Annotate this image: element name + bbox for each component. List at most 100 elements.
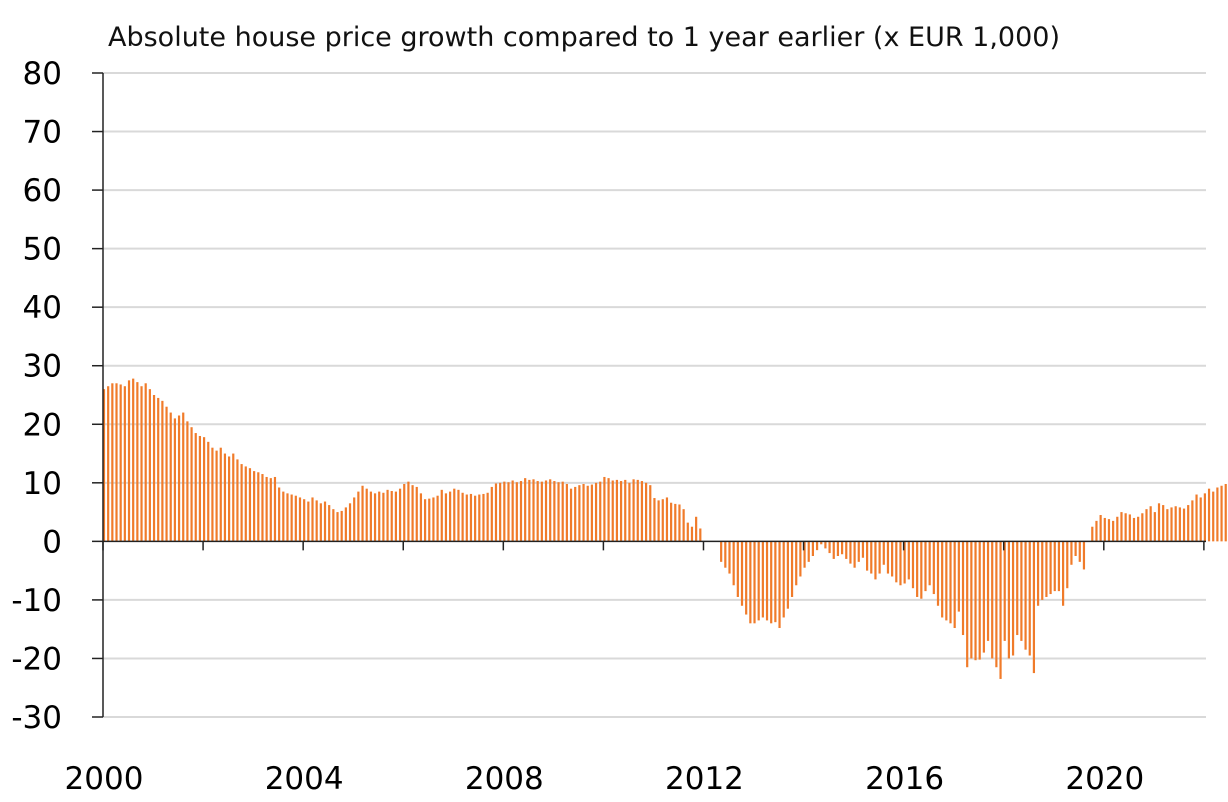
bar [908,541,910,579]
bar [620,481,622,541]
bar [232,454,234,542]
bar [370,492,372,542]
gridlines [103,73,1206,717]
bar [153,395,155,541]
bar [349,503,351,541]
bar [758,541,760,620]
bar [995,541,997,667]
bar [607,478,609,541]
bar [987,541,989,641]
bar [970,541,972,658]
bar [774,541,776,622]
bar [432,497,434,541]
bar [641,481,643,541]
bar [541,482,543,542]
bar [833,541,835,559]
bar [345,507,347,541]
bar [574,487,576,541]
bar [724,541,726,567]
bar [1108,519,1110,541]
bar [445,493,447,541]
bar [353,497,355,541]
axes [92,73,1206,717]
bar [399,489,401,542]
y-tick-label: 30 [23,349,62,385]
bar [1195,495,1197,542]
bar [582,484,584,541]
bar [778,541,780,628]
y-tick-label: 0 [42,524,62,560]
bar [132,379,134,542]
y-tick-labels: 80 70 60 50 40 30 20 10 0 -10 -20 -30 [11,56,62,736]
bar [1120,512,1122,541]
bar [637,480,639,541]
bar [120,384,122,541]
bar [1116,517,1118,542]
bar [974,541,976,660]
bar [628,483,630,542]
bar [983,541,985,652]
bar [311,497,313,541]
bar [912,541,914,588]
bar [278,488,280,542]
bar [145,383,147,541]
bar [524,478,526,541]
bar [545,480,547,541]
bar [437,496,439,542]
bar [1029,541,1031,655]
bar [837,541,839,556]
bar [428,499,430,542]
y-tick-label: 70 [23,115,62,151]
bar [190,427,192,541]
bar [937,541,939,605]
bar [307,502,309,542]
bar [224,454,226,542]
bar [1008,541,1010,658]
bar [749,541,751,623]
bar [403,484,405,541]
bar [553,481,555,541]
bar [653,498,655,541]
bar [478,495,480,542]
bar [170,413,172,542]
bar [720,541,722,561]
bar [916,541,918,597]
bar [666,497,668,541]
bar [795,541,797,585]
bar [1141,513,1143,541]
bar [658,500,660,541]
bar [1066,541,1068,588]
bar [1062,541,1064,605]
bar [457,490,459,542]
bar [286,493,288,541]
bar [762,541,764,617]
bar [149,389,151,541]
bar [733,541,735,585]
bar [941,541,943,617]
bar [382,493,384,542]
bar [291,495,293,542]
bar [1004,541,1006,641]
bar [1058,541,1060,591]
bar [766,541,768,620]
bar [924,541,926,591]
bar [699,528,701,541]
bar [1112,521,1114,541]
bar [1095,521,1097,541]
bar [899,541,901,585]
bar [320,503,322,541]
bar [1133,518,1135,541]
bar [1137,517,1139,542]
bar [808,541,810,561]
bar [791,541,793,597]
bar [1187,505,1189,541]
y-tick-label: 40 [23,290,62,326]
bar [295,496,297,542]
bar [1208,489,1210,542]
bar [603,477,605,541]
bar [949,541,951,623]
bar [828,541,830,553]
bar [228,456,230,541]
bar [449,492,451,542]
bar [462,493,464,542]
